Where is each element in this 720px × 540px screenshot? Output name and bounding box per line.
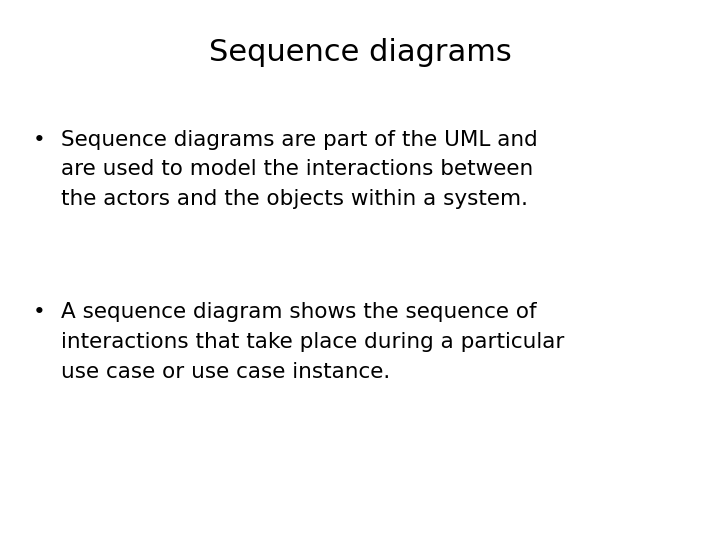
Text: Sequence diagrams are part of the UML and
are used to model the interactions bet: Sequence diagrams are part of the UML an… (61, 130, 538, 209)
Text: •: • (33, 302, 46, 322)
Text: A sequence diagram shows the sequence of
interactions that take place during a p: A sequence diagram shows the sequence of… (61, 302, 564, 382)
Text: •: • (33, 130, 46, 150)
Text: Sequence diagrams: Sequence diagrams (209, 38, 511, 67)
